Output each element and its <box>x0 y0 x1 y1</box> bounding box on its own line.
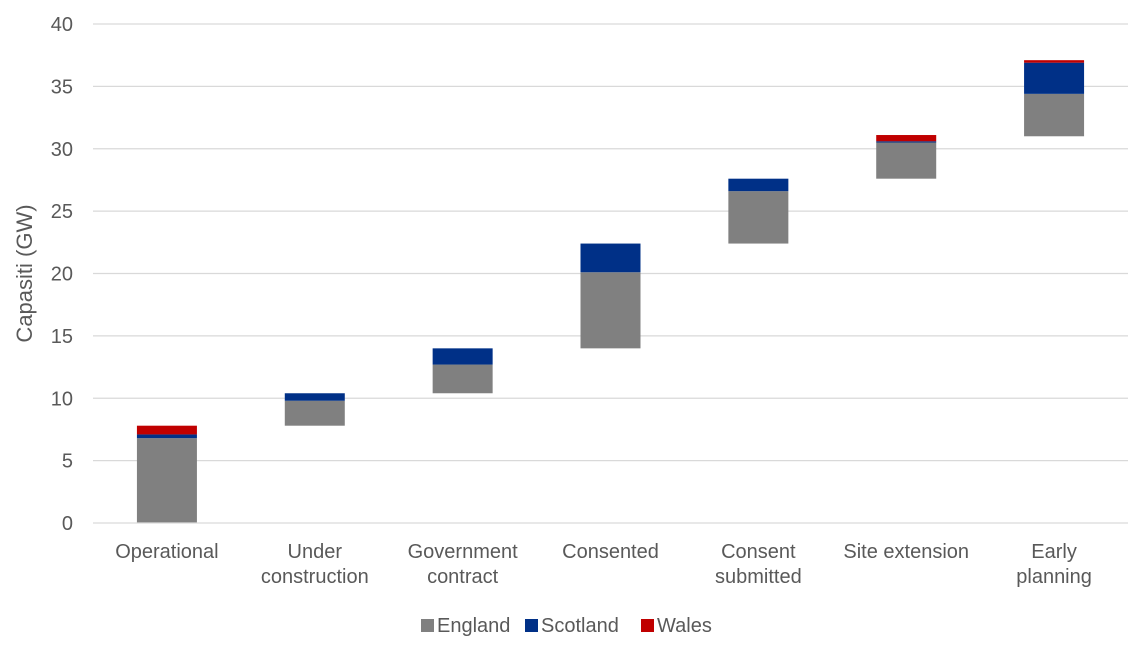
x-category-label: construction <box>261 566 369 588</box>
legend-swatch-england <box>421 619 434 632</box>
y-axis-ticks: 0 5 10 15 20 25 30 35 40 <box>51 14 73 535</box>
x-axis-categories: Operational Under construction Government co… <box>115 541 1092 588</box>
x-category-label: Under <box>288 541 343 563</box>
y-tick-label: 25 <box>51 201 73 223</box>
legend-label-wales: Wales <box>657 615 712 637</box>
bar-wales-5 <box>876 135 937 142</box>
legend-swatch-wales <box>641 619 654 632</box>
x-category-label: planning <box>1016 566 1092 588</box>
bar-scotland-2 <box>432 348 493 365</box>
bar-scotland-6 <box>1024 62 1085 94</box>
bar-england-2 <box>432 364 493 394</box>
y-tick-label: 40 <box>51 14 73 36</box>
y-tick-label: 0 <box>62 513 73 535</box>
gridlines <box>93 23 1128 462</box>
bar-wales-6 <box>1024 60 1085 63</box>
y-tick-label: 5 <box>62 451 73 473</box>
bar-wales-0 <box>136 425 197 435</box>
bar-scotland-0 <box>136 434 197 439</box>
x-category-label: contract <box>427 566 499 588</box>
y-axis-label: Capasiti (GW) <box>12 204 37 342</box>
bar-england-3 <box>580 272 641 349</box>
bar-england-0 <box>136 438 197 523</box>
y-tick-label: 20 <box>51 264 73 286</box>
y-tick-label: 10 <box>51 388 73 410</box>
legend-swatch-scotland <box>525 619 538 632</box>
bar-england-5 <box>876 142 937 179</box>
x-category-label: submitted <box>715 566 802 588</box>
legend-label-scotland: Scotland <box>541 615 619 637</box>
y-tick-label: 30 <box>51 139 73 161</box>
bar-england-1 <box>284 400 345 426</box>
bar-england-4 <box>728 191 789 244</box>
x-category-label: Operational <box>115 541 218 563</box>
legend-label-england: England <box>437 615 510 637</box>
bar-scotland-5 <box>876 141 937 143</box>
x-category-label: Consent <box>721 541 796 563</box>
bar-scotland-3 <box>580 243 641 273</box>
bar-scotland-1 <box>284 393 345 401</box>
bar-scotland-4 <box>728 178 789 192</box>
x-category-label: Government <box>408 541 518 563</box>
x-category-label: Site extension <box>843 541 969 563</box>
y-tick-label: 35 <box>51 76 73 98</box>
bars <box>136 60 1085 523</box>
bar-england-6 <box>1024 93 1085 137</box>
legend: England Scotland Wales <box>421 615 712 637</box>
y-tick-label: 15 <box>51 326 73 348</box>
x-category-label: Early <box>1031 541 1077 563</box>
x-category-label: Consented <box>562 541 659 563</box>
